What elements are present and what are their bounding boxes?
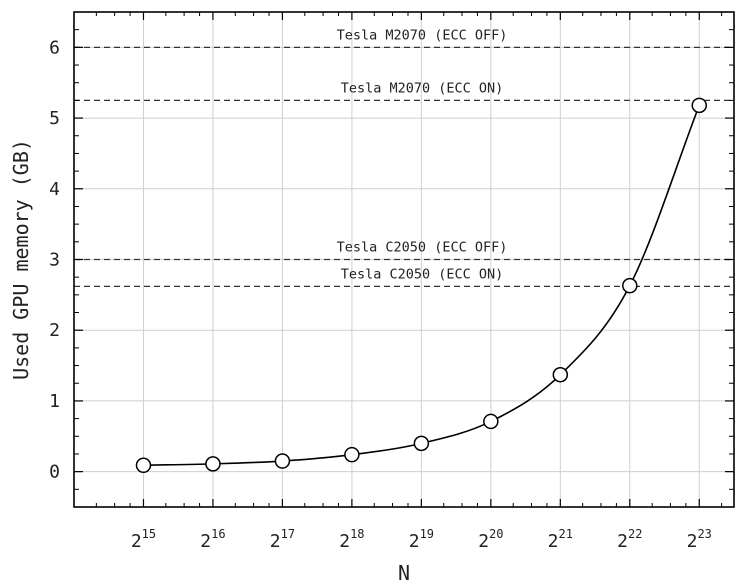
- reference-line-label: Tesla C2050 (ECC ON): [341, 266, 504, 282]
- y-tick-label: 0: [49, 462, 60, 483]
- x-tick-label: 215: [131, 527, 156, 552]
- x-tick-base: 2: [409, 531, 420, 552]
- y-tick-label: 4: [49, 179, 60, 200]
- x-tick-base: 2: [200, 531, 211, 552]
- x-tick-label: 220: [478, 527, 503, 552]
- data-point: [344, 446, 360, 463]
- x-tick-label: 216: [200, 527, 225, 552]
- x-axis-title: N: [398, 561, 410, 584]
- x-tick-exponent: 20: [489, 527, 503, 541]
- y-tick-label: 3: [49, 250, 60, 271]
- x-tick-exponent: 21: [559, 527, 573, 541]
- x-tick-base: 2: [131, 531, 142, 552]
- data-point: [135, 457, 152, 474]
- x-tick-exponent: 15: [142, 527, 156, 541]
- x-tick-labels: 215 216 217 218 219 220 221 222 223: [131, 527, 712, 552]
- x-tick-exponent: 16: [211, 527, 225, 541]
- y-tick-label: 6: [49, 37, 60, 58]
- x-tick-label: 219: [409, 527, 434, 552]
- y-axis-title: Used GPU memory (GB): [9, 139, 33, 380]
- reference-lines: Tesla M2070 (ECC OFF) Tesla M2070 (ECC ON…: [74, 27, 734, 287]
- x-tick-base: 2: [548, 531, 559, 552]
- x-tick-label: 223: [687, 527, 712, 552]
- data-point: [691, 97, 708, 114]
- x-tick-base: 2: [617, 531, 628, 552]
- reference-line-label: Tesla M2070 (ECC ON): [341, 80, 504, 96]
- x-tick-base: 2: [339, 531, 350, 552]
- y-tick-label: 1: [49, 391, 60, 412]
- data-point: [274, 453, 291, 469]
- x-tick-label: 217: [270, 527, 295, 552]
- data-point: [552, 367, 569, 383]
- x-tick-label: 218: [339, 527, 364, 552]
- data-point: [413, 435, 430, 452]
- data-point: [483, 413, 499, 430]
- x-tick-exponent: 18: [350, 527, 364, 541]
- axis-ticks: [74, 11, 734, 508]
- x-tick-label: 222: [617, 527, 642, 552]
- x-tick-label: 221: [548, 527, 573, 552]
- reference-line-label: Tesla C2050 (ECC OFF): [337, 240, 508, 256]
- data-point: [622, 277, 638, 294]
- x-tick-exponent: 22: [628, 527, 642, 541]
- data-markers: [135, 97, 708, 474]
- x-tick-exponent: 19: [420, 527, 434, 541]
- y-tick-label: 5: [49, 108, 60, 129]
- y-tick-label: 2: [49, 320, 60, 341]
- reference-line-label: Tesla M2070 (ECC OFF): [337, 27, 508, 43]
- x-tick-base: 2: [687, 531, 698, 552]
- y-tick-labels: 0 1 2 3 4 5 6: [49, 37, 60, 482]
- data-point: [205, 456, 221, 472]
- x-tick-base: 2: [478, 531, 489, 552]
- x-tick-base: 2: [270, 531, 281, 552]
- x-tick-exponent: 17: [281, 527, 295, 541]
- x-tick-exponent: 23: [697, 527, 711, 541]
